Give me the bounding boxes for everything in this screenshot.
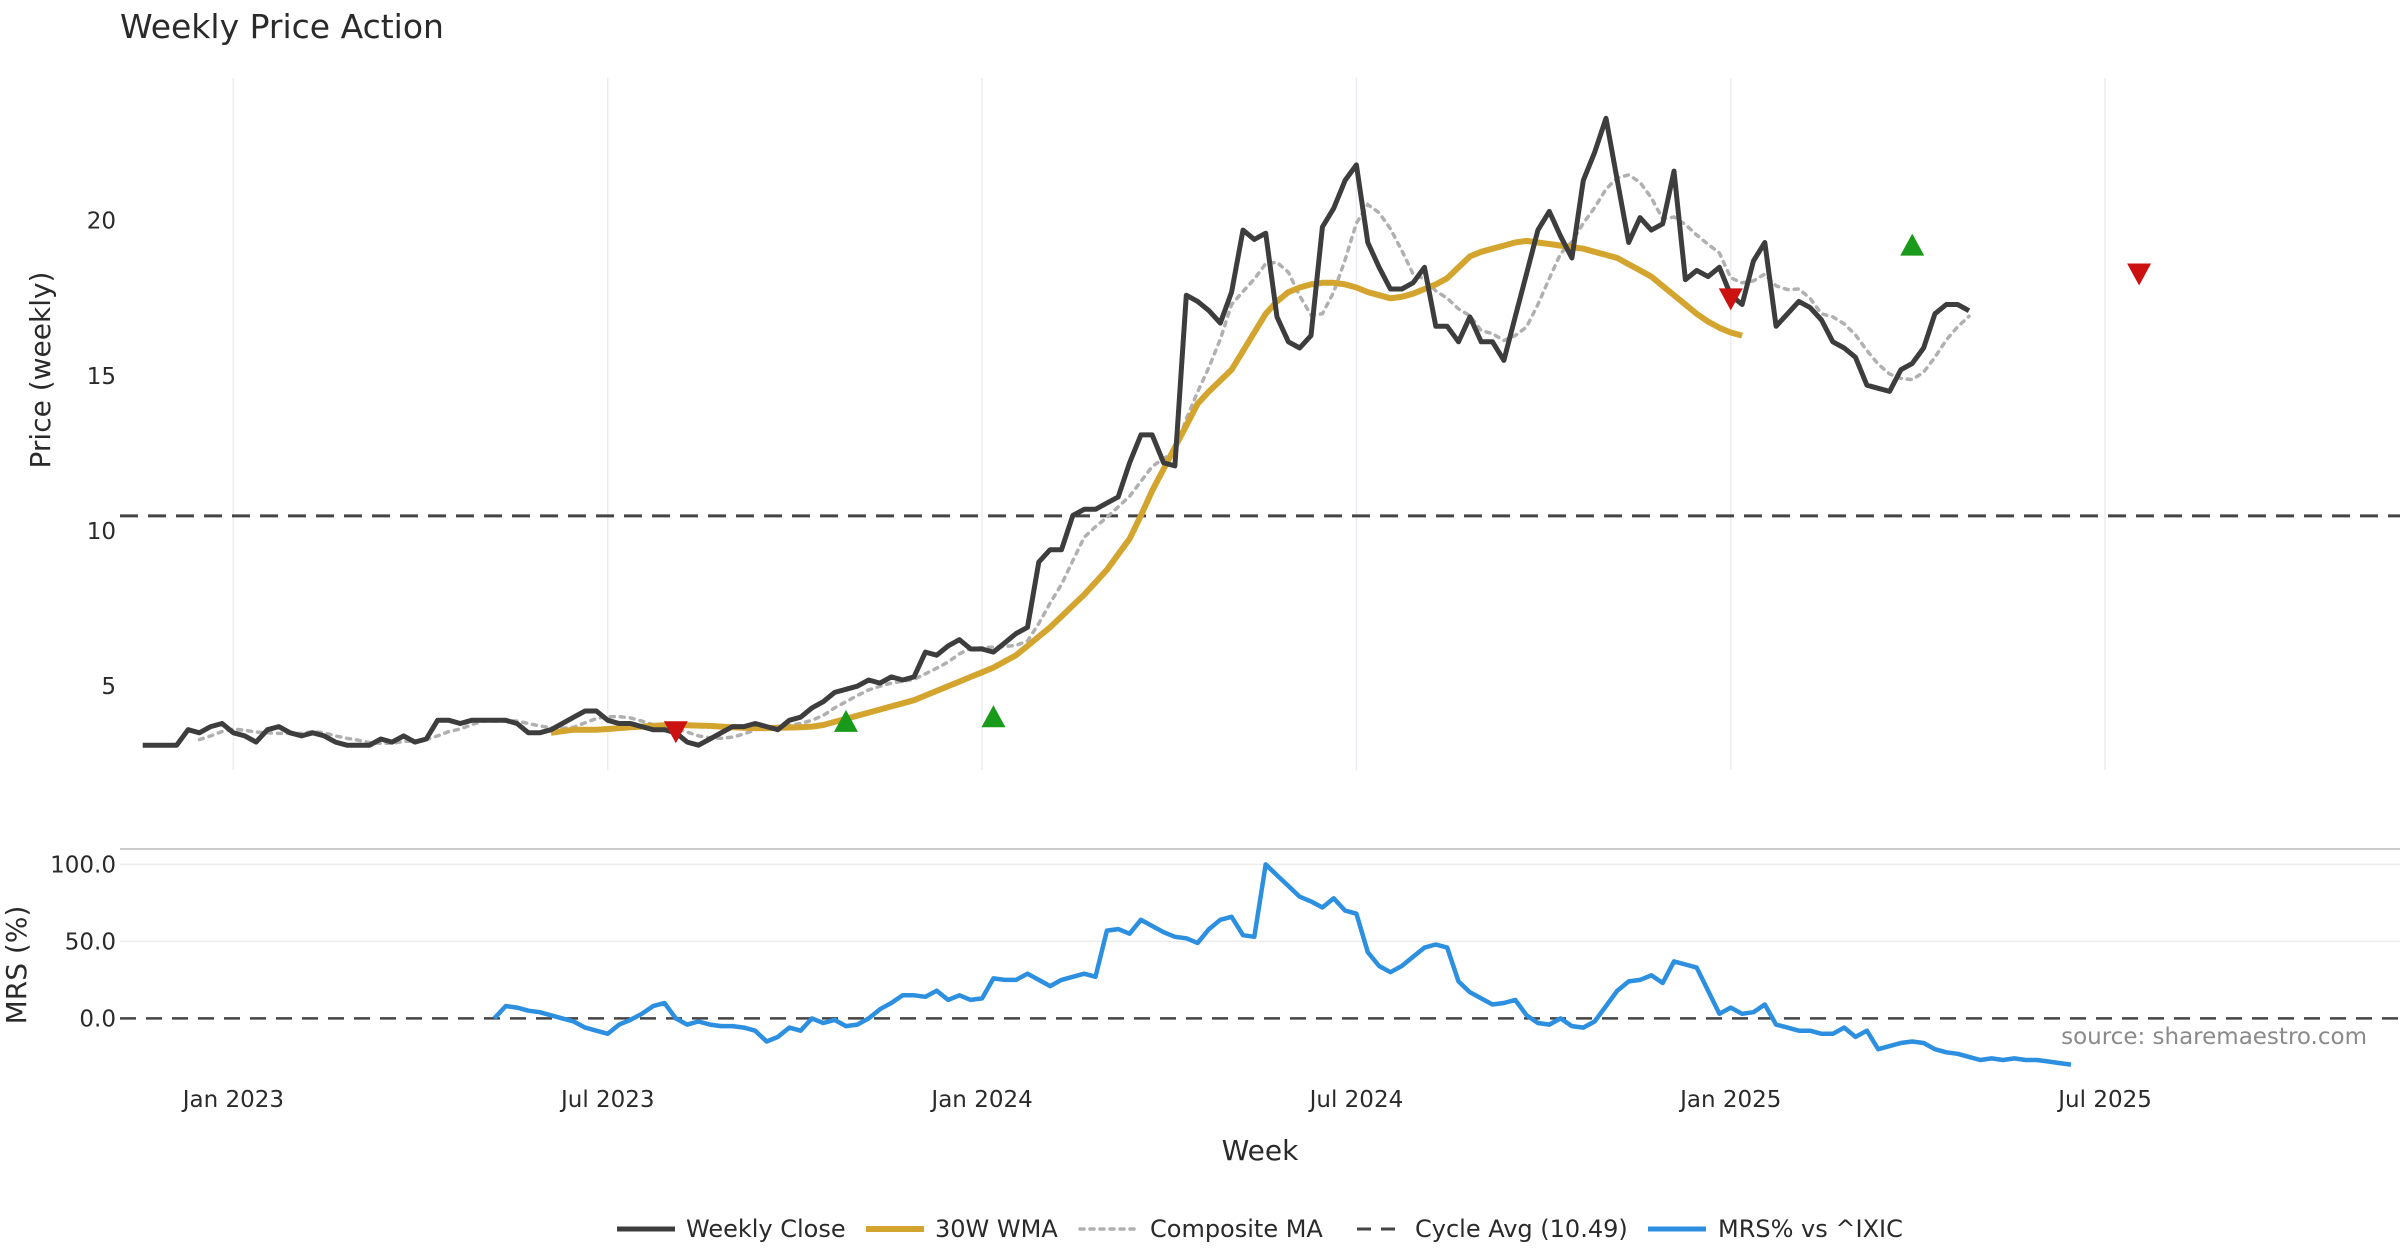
legend-label-composite: Composite MA bbox=[1150, 1215, 1323, 1243]
legend-item-composite: Composite MA bbox=[1078, 1215, 1323, 1243]
x-tick-label: Jan 2024 bbox=[929, 1087, 1032, 1113]
price-y-axis-label: Price (weekly) bbox=[24, 272, 57, 469]
mrs-gridlines bbox=[120, 863, 2400, 943]
composite-ma-line bbox=[197, 172, 1971, 746]
x-axis-ticks: Jan 2023 Jul 2023 Jan 2024 Jul 2024 Jan 2025… bbox=[181, 1087, 2152, 1113]
buy-signal-marker bbox=[1900, 233, 1925, 256]
legend-label-close: Weekly Close bbox=[686, 1215, 846, 1243]
x-tick-label: Jul 2023 bbox=[559, 1087, 655, 1113]
legend-item-wma: 30W WMA bbox=[866, 1215, 1058, 1243]
price-gridlines bbox=[232, 78, 2106, 770]
x-axis-label: Week bbox=[1222, 1134, 1299, 1167]
mrs-line bbox=[492, 862, 2072, 1067]
x-tick-label: Jul 2024 bbox=[1308, 1087, 1404, 1113]
mrs-y-ticks: 0.0 50.0 100.0 bbox=[50, 852, 116, 1032]
legend: Weekly Close 30W WMA Composite MA Cycle … bbox=[617, 1215, 1903, 1243]
price-y-tick-label: 15 bbox=[87, 364, 116, 390]
price-panel: 5 10 15 20 Price (weekly) bbox=[24, 78, 2400, 770]
sell-signal-marker bbox=[1718, 288, 1743, 311]
sell-signal-marker bbox=[2127, 263, 2152, 286]
signal-markers bbox=[663, 233, 2152, 744]
mrs-y-tick-label: 0.0 bbox=[79, 1006, 116, 1032]
price-y-tick-label: 10 bbox=[87, 519, 116, 545]
legend-label-cycle: Cycle Avg (10.49) bbox=[1415, 1215, 1628, 1243]
sell-signal-marker bbox=[663, 721, 688, 744]
legend-label-wma: 30W WMA bbox=[935, 1215, 1058, 1243]
x-tick-label: Jan 2023 bbox=[181, 1087, 284, 1113]
source-label: source: sharemaestro.com bbox=[2061, 1024, 2367, 1050]
legend-item-close: Weekly Close bbox=[617, 1215, 846, 1243]
buy-signal-marker bbox=[833, 709, 858, 732]
mrs-y-tick-label: 100.0 bbox=[50, 852, 116, 878]
legend-item-mrs: MRS% vs ^IXIC bbox=[1648, 1215, 1903, 1243]
mrs-panel: 0.0 50.0 100.0 MRS (%) source: sharemaestr… bbox=[0, 852, 2400, 1067]
x-tick-label: Jan 2025 bbox=[1678, 1087, 1781, 1113]
price-y-ticks: 5 10 15 20 bbox=[87, 209, 116, 700]
mrs-y-tick-label: 50.0 bbox=[65, 929, 116, 955]
buy-signal-marker bbox=[981, 705, 1006, 728]
price-y-tick-label: 20 bbox=[87, 209, 116, 235]
price-y-tick-label: 5 bbox=[101, 674, 116, 700]
legend-label-mrs: MRS% vs ^IXIC bbox=[1718, 1215, 1903, 1243]
mrs-y-axis-label: MRS (%) bbox=[0, 906, 33, 1025]
chart-title: Weekly Price Action bbox=[120, 7, 444, 46]
legend-item-cycle: Cycle Avg (10.49) bbox=[1357, 1215, 1628, 1243]
weekly-close-line bbox=[142, 115, 1971, 748]
wma-30w-line bbox=[550, 237, 1743, 736]
x-tick-label: Jul 2025 bbox=[2056, 1087, 2152, 1113]
